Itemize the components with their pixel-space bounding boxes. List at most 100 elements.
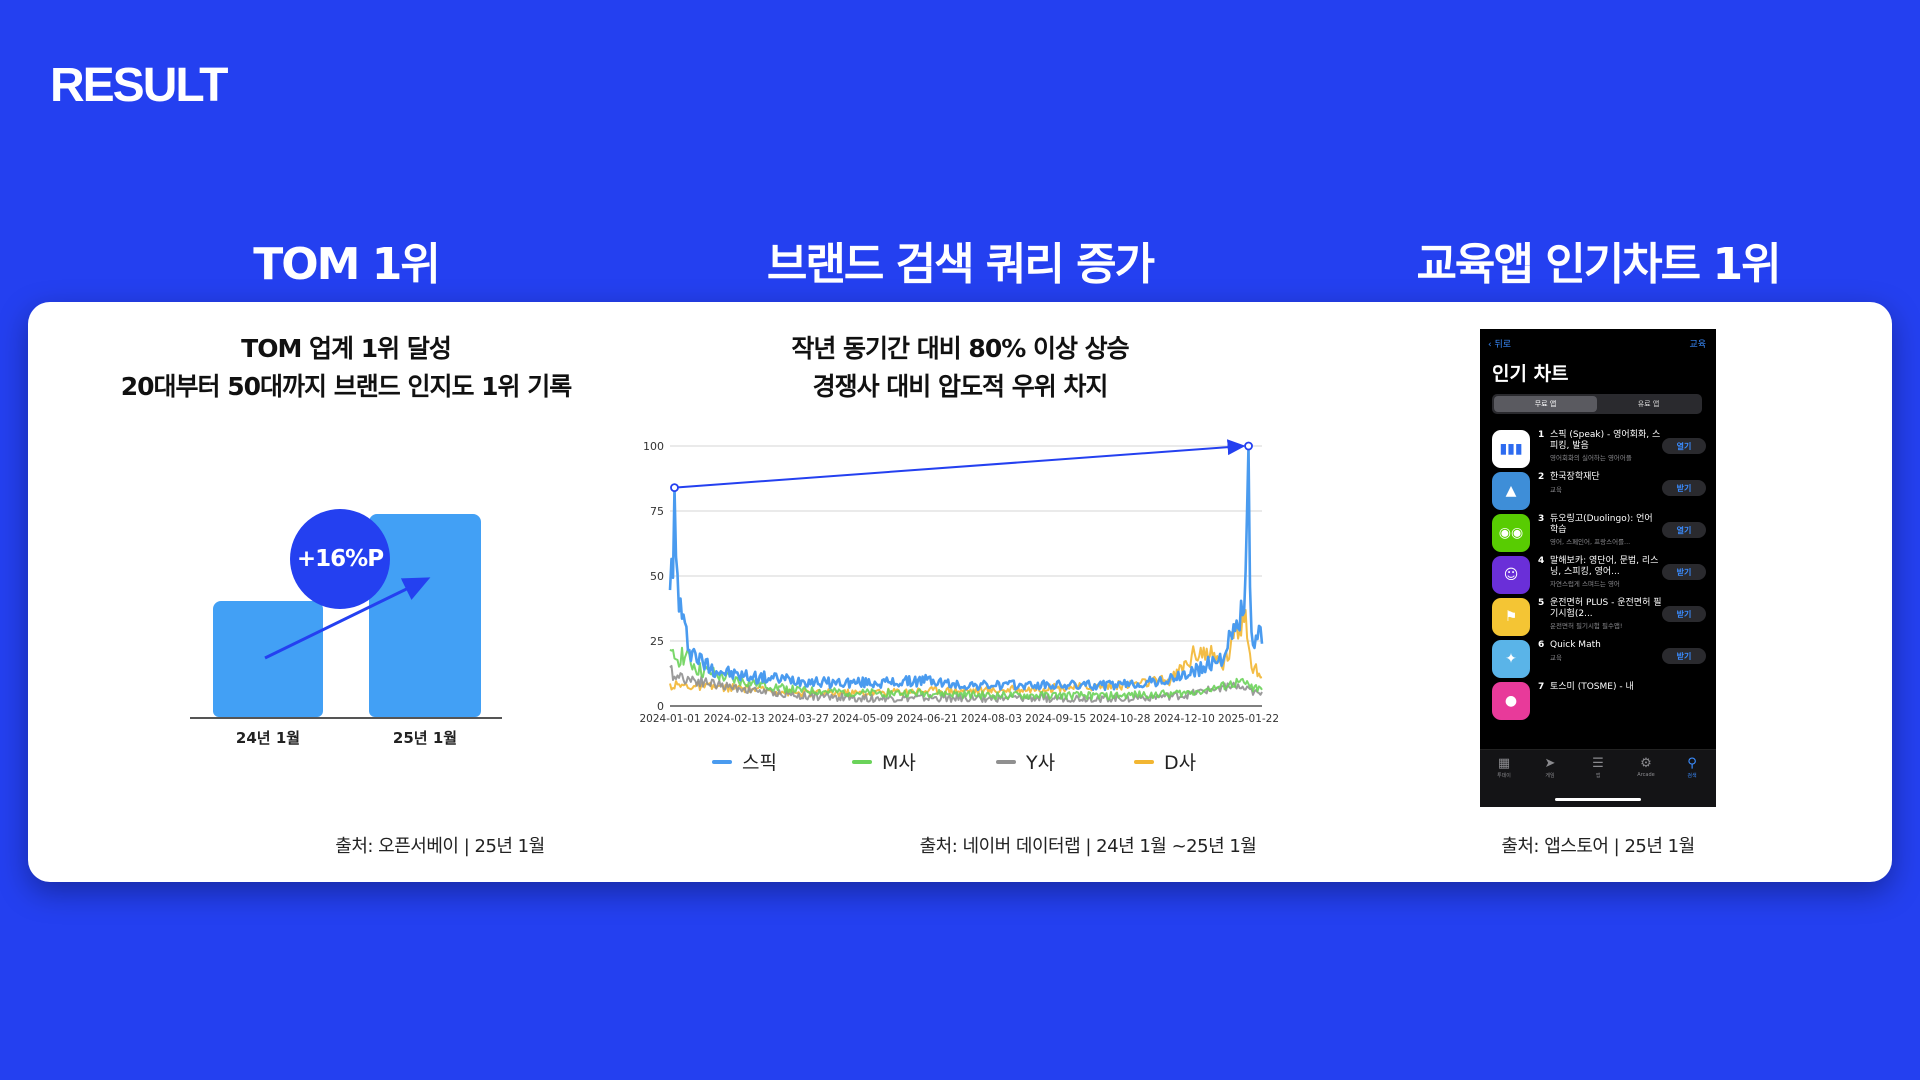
app-get-button[interactable]: 열기 (1662, 522, 1706, 538)
tab-apps[interactable]: ☰ 앱 (1578, 756, 1618, 779)
app-name: 스픽 (Speak) - 영어회화, 스피킹, 발음 (1550, 430, 1661, 451)
games-icon: ➤ (1544, 756, 1556, 771)
tom-subtitle-line-2: 20대부터 50대까지 브랜드 인지도 1위 기록 (120, 372, 573, 401)
app-row[interactable]: ● 7 토스미 (TOSME) - 내 (1492, 680, 1706, 724)
x-tick-label: 2024-12-10 (1154, 713, 1215, 725)
tab-arcade[interactable]: ⚙ Arcade (1626, 756, 1666, 778)
segment-paid[interactable]: 유료 앱 (1637, 400, 1660, 408)
x-tick-label: 2025-01-22 (1218, 713, 1279, 725)
category-link[interactable]: 교육 (1689, 340, 1706, 350)
page-title: RESULT (50, 59, 228, 112)
app-row[interactable]: ✦ 6 Quick Math 교육 받기 (1492, 638, 1706, 682)
tab-label: Arcade (1637, 772, 1655, 778)
app-rank: 7 (1538, 682, 1545, 692)
duolingo-icon: ◉◉ (1492, 514, 1530, 552)
legend-swatch (712, 759, 732, 764)
back-label: 뒤로 (1494, 340, 1512, 350)
search-icon: ⚲ (1687, 756, 1697, 771)
bar-label-0: 24년 1월 (235, 729, 301, 747)
legend-label: Y사 (1026, 752, 1056, 774)
app-category: 영어회화의 실어하는 영어어플 (1550, 454, 1632, 462)
today-icon: ▦ (1497, 756, 1511, 771)
y-tick-label: 50 (650, 570, 664, 583)
app-row[interactable]: ☺ 4 말해보카: 영단어, 문법, 리스닝, 스피킹, 영어... 자연스럽게 스며… (1492, 554, 1706, 598)
app-name: 한국장학재단 (1550, 472, 1600, 482)
tom-subtitle: TOM 업계 1위 달성 20대부터 50대까지 브랜드 인지도 1위 기록 (86, 330, 606, 406)
app-get-button[interactable]: 받기 (1662, 606, 1706, 622)
legend-swatch (996, 759, 1016, 764)
x-tick-label: 2024-08-03 (961, 713, 1022, 725)
back-link[interactable]: ‹ 뒤로 (1488, 340, 1512, 350)
tab-games[interactable]: ➤ 게임 (1530, 756, 1570, 779)
app-get-button[interactable]: 받기 (1662, 648, 1706, 664)
app-rank: 4 (1538, 556, 1545, 566)
tab-label: 검색 (1687, 773, 1697, 779)
growth-badge: +16%P (290, 509, 390, 609)
home-indicator (1555, 798, 1641, 801)
search-subtitle-line-2: 경쟁사 대비 압도적 우위 차지 (812, 372, 1109, 401)
bar-label-1: 25년 1월 (392, 729, 458, 747)
app-rank: 2 (1538, 472, 1545, 482)
app-store-screenshot: ‹ 뒤로 교육 인기 차트 무료 앱 유료 앱 ▮▮▮ 1 스픽 (Speak) -… (1480, 329, 1716, 807)
scholarship-icon: ▲ (1492, 472, 1530, 510)
app-get-button[interactable]: 받기 (1662, 564, 1706, 580)
quickmath-icon: ✦ (1492, 640, 1530, 678)
app-get-button[interactable]: 받기 (1662, 480, 1706, 496)
legend-item-d: D사 (1134, 748, 1196, 775)
annotation-end-point (1244, 441, 1253, 451)
app-rank: 5 (1538, 598, 1545, 608)
appstore-source: 출처: 앱스토어 | 25년 1월 (1501, 836, 1695, 857)
tab-label: 앱 (1595, 773, 1601, 779)
search-subtitle: 작년 동기간 대비 80% 이상 상승 경쟁사 대비 압도적 우위 차지 (700, 330, 1220, 406)
legend-swatch (1134, 759, 1154, 764)
app-category: 교육 (1550, 654, 1562, 662)
search-subtitle-line-1: 작년 동기간 대비 80% 이상 상승 (791, 334, 1129, 363)
app-name: Quick Math (1550, 640, 1601, 650)
app-name: 토스미 (TOSME) - 내 (1550, 682, 1634, 692)
malhaeboca-icon: ☺ (1492, 556, 1530, 594)
tab-label: 투데이 (1497, 773, 1511, 779)
x-tick-label: 2024-02-13 (704, 713, 765, 725)
tab-today[interactable]: ▦ 투데이 (1484, 756, 1524, 779)
speak-icon: ▮▮▮ (1492, 430, 1530, 468)
x-tick-label: 2024-05-09 (832, 713, 893, 725)
app-row[interactable]: ◉◉ 3 듀오링고(Duolingo): 언어 학습 영어, 스페인어, 프랑스어를.… (1492, 512, 1706, 556)
segment-control: 무료 앱 유료 앱 (1492, 394, 1702, 414)
app-row[interactable]: ⚑ 5 운전면허 PLUS - 운전면허 필기시험(2... 운전면허 필기시험 필수… (1492, 596, 1706, 640)
legend-item-y: Y사 (996, 748, 1055, 775)
bar-baseline (190, 717, 502, 719)
search-source: 출처: 네이버 데이터랩 | 24년 1월 ~25년 1월 (919, 836, 1257, 857)
x-tick-label: 2024-10-28 (1089, 713, 1150, 725)
legend-label: D사 (1164, 752, 1197, 774)
app-category: 교육 (1550, 486, 1562, 494)
app-get-button[interactable]: 열기 (1662, 438, 1706, 454)
tab-label: 게임 (1545, 773, 1555, 779)
tosme-icon: ● (1492, 682, 1530, 720)
arcade-icon: ⚙ (1640, 756, 1652, 771)
legend-item-m: M사 (852, 748, 916, 775)
series-line-2 (669, 646, 1263, 701)
y-tick-label: 100 (643, 440, 664, 453)
col-title-appchart: 교육앱 인기차트 1위 (1416, 239, 1781, 290)
legend-label: 스픽 (742, 752, 777, 774)
tab-search[interactable]: ⚲ 검색 (1672, 756, 1712, 779)
tab-bar: ▦ 투데이 ➤ 게임 ☰ 앱 ⚙ Arcade ⚲ 검색 (1480, 749, 1716, 807)
col-title-tom: TOM 1위 (253, 239, 441, 290)
chart-title: 인기 차트 (1492, 363, 1569, 385)
app-category: 자연스럽게 스며드는 영어 (1550, 580, 1620, 588)
bar-24-jan (213, 601, 323, 717)
license-icon: ⚑ (1492, 598, 1530, 636)
app-rank: 6 (1538, 640, 1545, 650)
legend-swatch (852, 759, 872, 764)
annotation-arrow (674, 439, 1246, 489)
x-tick-label: 2024-03-27 (768, 713, 829, 725)
apps-icon: ☰ (1592, 756, 1604, 771)
tom-source: 출처: 오픈서베이 | 25년 1월 (335, 836, 545, 857)
app-name: 듀오링고(Duolingo): 언어 학습 (1550, 514, 1653, 535)
app-rank: 1 (1538, 430, 1545, 440)
segment-free[interactable]: 무료 앱 (1494, 396, 1597, 412)
app-name: 운전면허 PLUS - 운전면허 필기시험(2... (1550, 598, 1662, 619)
legend-item-speak: 스픽 (712, 748, 777, 775)
